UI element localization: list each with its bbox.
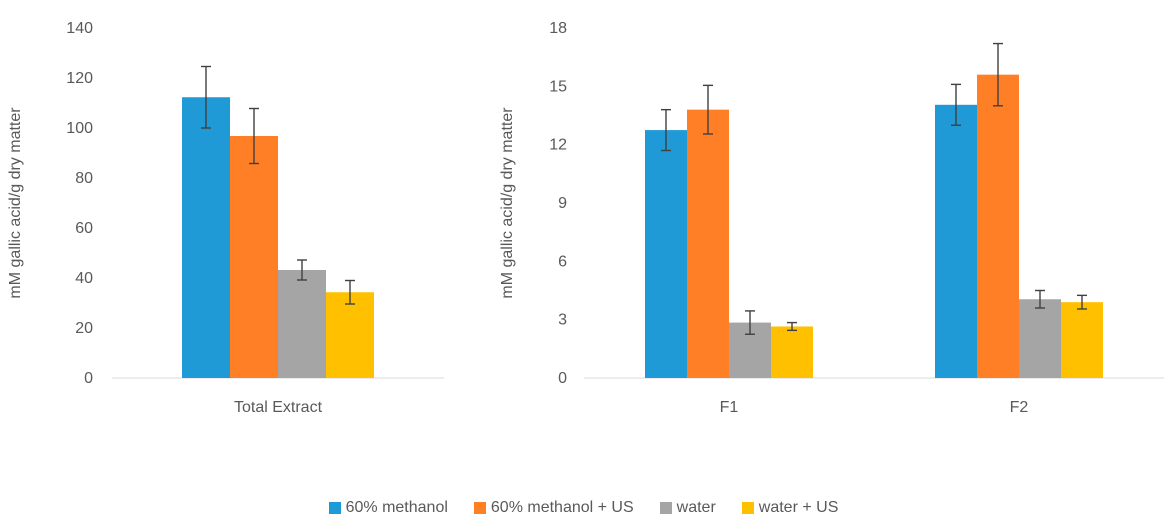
chart-fractions: 0 3 6 9 12 15 18 mM gallic acid/g dry matter F1 F…: [499, 20, 1164, 416]
legend-item-water-us: water + US: [741, 499, 839, 517]
y-tick-label: 6: [558, 253, 567, 270]
y-tick-label: 80: [75, 170, 93, 187]
legend-item-60-methanol: 60% methanol: [328, 499, 448, 517]
bar: [687, 109, 729, 379]
x-category-label: F2: [1010, 399, 1029, 416]
bar: [230, 136, 278, 378]
y-tick-label: 0: [84, 370, 93, 387]
legend-swatch: [328, 502, 341, 514]
legend: 60% methanol 60% methanol + US water wat…: [0, 498, 1167, 518]
x-category-label: F1: [720, 399, 739, 416]
bar: [645, 130, 687, 378]
y-tick-label: 40: [75, 270, 93, 287]
y-tick-label: 0: [558, 370, 567, 387]
bar: [326, 292, 374, 378]
legend-item-water: water: [659, 499, 716, 517]
chart-total-extract: 0 20 40 60 80 100 120 140 mM gallic acid/g dry m…: [7, 20, 444, 416]
bar: [977, 74, 1019, 379]
legend-label: water: [676, 499, 716, 516]
legend-item-60-methanol-us: 60% methanol + US: [473, 499, 634, 517]
bar: [182, 97, 230, 378]
bar: [1019, 299, 1061, 378]
legend-swatch: [473, 502, 486, 514]
y-tick-label: 60: [75, 220, 93, 237]
legend-swatch: [659, 502, 672, 514]
legend-swatch: [741, 502, 754, 514]
y-tick-label: 140: [66, 20, 93, 37]
legend-label: water + US: [758, 499, 839, 516]
y-tick-label: 120: [66, 70, 93, 87]
legend-label: 60% methanol + US: [490, 499, 634, 516]
bar: [1061, 302, 1103, 378]
y-tick-label: 20: [75, 320, 93, 337]
x-category-label: Total Extract: [234, 399, 323, 416]
y-tick-label: 9: [558, 195, 567, 212]
y-tick-label: 3: [558, 312, 567, 329]
bar: [935, 104, 977, 379]
y-tick-label: 15: [549, 78, 567, 95]
bar: [771, 326, 813, 378]
y-axis-title: mM gallic acid/g dry matter: [7, 107, 24, 299]
y-tick-label: 100: [66, 120, 93, 137]
y-tick-label: 12: [549, 137, 567, 154]
legend-label: 60% methanol: [345, 499, 448, 516]
y-tick-label: 18: [549, 20, 567, 37]
bar: [278, 270, 326, 378]
y-axis-title: mM gallic acid/g dry matter: [499, 107, 516, 299]
